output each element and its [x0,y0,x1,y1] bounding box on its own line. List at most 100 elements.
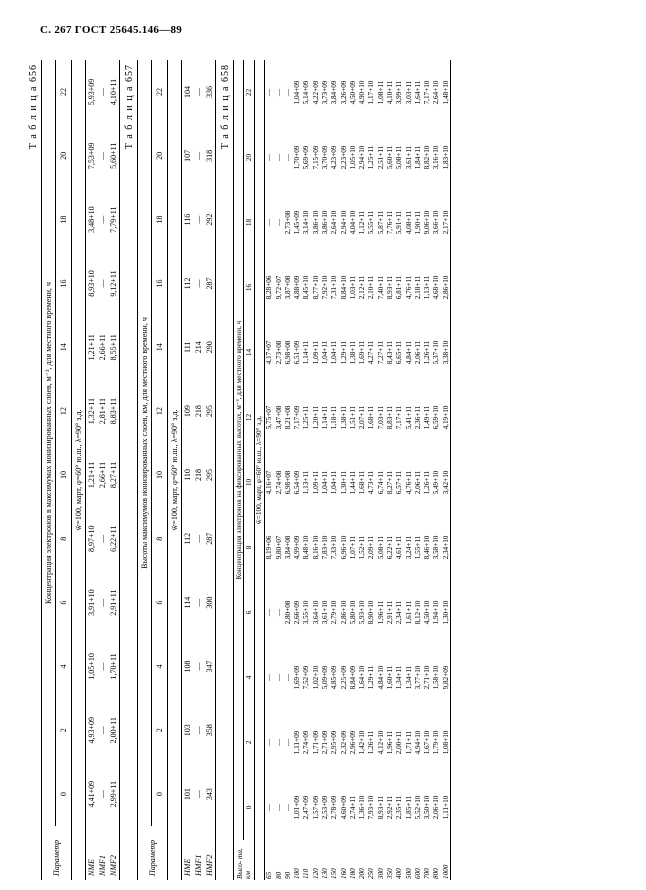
data-cell: 2,81+11 [97,379,108,443]
data-cell: 1,05+10 [86,635,98,699]
data-cell: 2,80+08 [283,580,292,645]
data-cell: 103 [182,698,194,762]
data-cell: 8,28+06 [264,255,274,320]
data-cell: 4,73+11 [367,450,376,515]
data-cell: 1,14+11 [302,320,311,385]
data-cell: 6,57+11 [395,450,404,515]
col-header: 6 [56,571,72,635]
row-param: 300 [376,840,385,880]
data-cell: 4,50+10 [423,580,432,645]
data-cell: 4,93+09 [86,698,98,762]
data-cell: 2,47+09 [302,775,311,840]
data-cell: 4,88+09 [293,255,302,320]
data-cell: 2,32+09 [339,710,348,775]
data-cell: 1,49+11 [423,385,432,450]
data-cell: 101 [182,762,194,826]
data-cell: 5,91+11 [395,190,404,255]
row-param: 500 [404,840,413,880]
data-cell: 7,15+09 [311,125,320,190]
col-header: 0 [56,762,72,826]
data-cell: 4,61+11 [395,515,404,580]
col-header: 4 [56,635,72,699]
data-cell: — [264,125,274,190]
data-cell: — [264,775,274,840]
data-cell: 9,12+11 [108,252,120,316]
data-cell: 8,43+11 [386,320,395,385]
row-param: 400 [395,840,404,880]
data-cell: 1,09+11 [311,450,320,515]
data-table: ПараметрВысоты максимумов ионизированных… [137,60,216,880]
data-cell: 1,21+11 [86,315,98,379]
data-cell: 9,06+10 [423,190,432,255]
data-cell: 4,10+11 [108,60,120,124]
data-cell: 6,96+10 [339,515,348,580]
data-cell: — [193,698,204,762]
data-cell: 2,66+09 [293,580,302,645]
data-cell: 2,94+10 [339,190,348,255]
data-cell: 5,08+11 [376,515,385,580]
data-cell: 1,32+11 [86,379,98,443]
data-cell: 3,66+10 [432,190,441,255]
data-cell: 1,04+11 [330,450,339,515]
data-cell: 1,03+11 [348,255,357,320]
data-cell: 2,35+11 [395,775,404,840]
data-cell: 287 [204,507,216,571]
col-header: 14 [244,320,254,385]
data-cell: 3,24+11 [404,515,413,580]
data-cell: 1,96+11 [386,710,395,775]
data-cell: 5,55+11 [367,190,376,255]
data-cell: 1,70+11 [108,635,120,699]
data-cell: 1,01+09 [293,775,302,840]
param-header: Параметр [42,826,72,880]
data-cell: 3,03+11 [404,60,413,125]
data-cell: 2,17+10 [441,190,451,255]
data-cell: 3,16+10 [432,125,441,190]
data-cell: 7,92+10 [321,255,330,320]
data-cell: — [97,635,108,699]
data-cell: 7,31+10 [330,255,339,320]
data-cell: 1,25+11 [302,385,311,450]
col-header: 16 [244,255,254,320]
data-cell: 3,48+10 [86,188,98,252]
data-cell: 4,16+07 [264,450,274,515]
data-cell: — [274,580,283,645]
data-cell: — [283,60,292,125]
data-cell: 5,14+09 [302,60,311,125]
data-cell: 6,22+11 [108,507,120,571]
col-header: 6 [244,580,254,645]
data-cell: 1,69+09 [293,645,302,710]
row-param: 600 [413,840,422,880]
data-cell: 6,81+11 [395,255,404,320]
data-cell: — [264,190,274,255]
data-cell: 8,48+10 [302,515,311,580]
row-param: 110 [302,840,311,880]
param-header: Параметр [138,826,168,880]
data-cell: 2,71+10 [423,645,432,710]
table-caption: Высоты максимумов ионизированных слоев, … [138,60,152,826]
col-header: 6 [152,571,168,635]
data-cell: 1,69+11 [358,320,367,385]
data-cell: 1,96+11 [376,580,385,645]
row-param: 160 [339,840,348,880]
data-cell: 2,73+08 [283,190,292,255]
data-cell: 2,86+10 [441,255,451,320]
data-cell: 295 [204,379,216,443]
condition-row: w̄=100, март, φ=60° ю.ш., λ=90° з.д. [168,60,182,880]
data-cell: 7,33+10 [330,515,339,580]
data-cell: 1,11+10 [441,775,451,840]
data-cell: 1,45+09 [293,190,302,255]
data-cell: 2,00+11 [108,698,120,762]
data-cell: 6,98+08 [283,320,292,385]
data-cell: 358 [204,698,216,762]
data-cell: 116 [182,188,194,252]
data-cell: 5,87+11 [376,190,385,255]
data-cell: 5,37+10 [432,320,441,385]
data-cell: 2,66+11 [97,443,108,507]
data-cell: — [193,252,204,316]
data-cell: 4,19+10 [441,385,451,450]
row-param: 800 [432,840,441,880]
data-cell: 109 [182,379,194,443]
col-header: 14 [152,315,168,379]
data-cell: 214 [193,315,204,379]
data-cell: 2,23+09 [339,125,348,190]
